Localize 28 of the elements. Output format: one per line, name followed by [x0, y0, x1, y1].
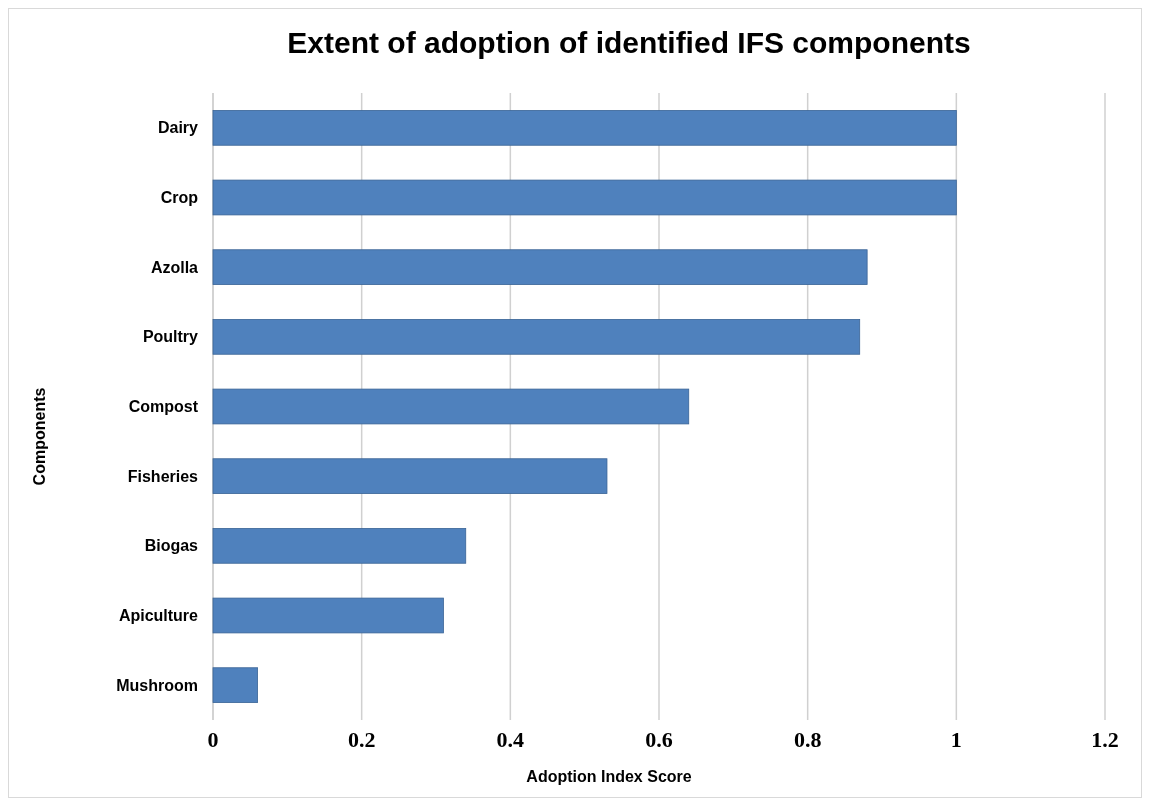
bar	[212, 597, 444, 634]
x-tick-label: 0.8	[793, 727, 822, 752]
chart-title: Extent of adoption of identified IFS components	[287, 26, 971, 59]
x-tick-label: 1	[950, 727, 962, 752]
x-tick-label: 0.6	[645, 727, 673, 752]
y-axis-title: Components	[31, 387, 48, 486]
y-tick-label: Fisheries	[127, 467, 199, 485]
y-tick-label: Poultry	[142, 328, 199, 346]
y-tick-label: Crop	[160, 189, 199, 207]
bar	[212, 179, 957, 216]
x-axis-title: Adoption Index Score	[526, 768, 692, 785]
bar	[212, 667, 258, 703]
y-tick-label: Mushroom	[116, 676, 198, 694]
bar	[212, 319, 861, 355]
bar	[212, 388, 690, 425]
bar	[212, 458, 608, 494]
y-tick-label: Biogas	[144, 537, 199, 555]
bar	[212, 249, 868, 285]
y-tick-label: Compost	[128, 398, 199, 416]
bar	[212, 110, 957, 146]
x-tick-label: 1.2	[1091, 727, 1119, 752]
bar	[212, 528, 467, 564]
y-tick-label: Azolla	[150, 258, 199, 276]
x-tick-label: 0	[207, 727, 219, 752]
x-tick-label: 0.2	[347, 727, 376, 752]
x-tick-label: 0.4	[496, 727, 525, 752]
y-tick-label: Dairy	[157, 119, 199, 137]
y-tick-label: Apiculture	[118, 607, 199, 625]
